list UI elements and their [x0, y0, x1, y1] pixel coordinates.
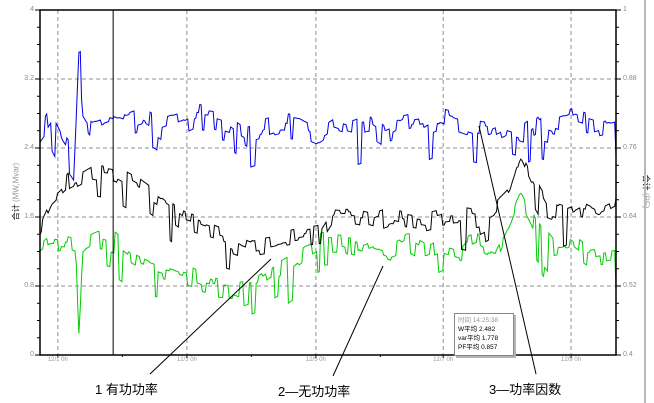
series-功率因数	[39, 50, 617, 182]
right-axis-title: 合计 (PF)	[641, 142, 652, 242]
annotation-leader-3	[478, 125, 537, 375]
readout-reactive-power-avg: var平均 1.778	[458, 335, 499, 342]
left-axis-tick-label: 2.4	[24, 144, 34, 151]
annotation-active-power: 1 有功功率	[95, 382, 158, 397]
series-无功功率	[39, 192, 617, 334]
left-axis-tick-label: 3.2	[24, 75, 34, 82]
readout-time: 时间 14:25:38	[458, 317, 499, 324]
right-axis-tick-label: 0.88	[623, 75, 637, 82]
x-axis-tick-label: 12/7 0h	[433, 357, 454, 363]
cursor-readout-box: 时间 14:25:38 W平均 2.482 var平均 1.778 PF平均 0…	[454, 313, 514, 356]
left-axis-tick-label: 1.6	[24, 213, 34, 220]
x-axis-tick-label: 12/5 0h	[305, 357, 326, 363]
plot-frame	[39, 9, 617, 356]
right-axis-tick-label: 0.64	[623, 213, 637, 220]
right-axis-unit: (PF)	[641, 192, 651, 209]
right-axis-tick-label: 1	[623, 6, 627, 13]
right-axis-title-text: 合计	[641, 174, 651, 191]
annotation-power-factor: 3—功率因数	[489, 382, 562, 397]
annotation-leader-1	[149, 258, 272, 375]
window-splitter	[644, 0, 646, 403]
readout-power-factor-avg: PF平均 0.857	[458, 344, 498, 351]
left-axis-tick-label: 0.8	[24, 282, 34, 289]
readout-active-power-avg: W平均 2.482	[458, 326, 496, 333]
right-axis-tick-label: 0.52	[623, 282, 637, 289]
left-axis-unit: (MW,Mvar)	[11, 162, 21, 202]
x-axis-tick-label: 12/1 0h	[47, 357, 68, 363]
series-有功功率	[39, 158, 617, 270]
x-axis-tick-label: 12/9 0h	[561, 357, 582, 363]
x-axis-tick-label: 12/3 0h	[176, 357, 197, 363]
annotation-reactive-power: 2—无功功率	[278, 384, 351, 399]
right-axis-tick-label: 0.76	[623, 144, 637, 151]
left-axis-title: 合计 (MW,Mvar)	[11, 142, 22, 242]
right-axis-tick-label: 0.4	[623, 351, 633, 358]
left-axis-tick-label: 0	[30, 351, 34, 358]
left-axis-tick-label: 4	[30, 6, 34, 13]
annotation-leader-2	[332, 265, 384, 377]
